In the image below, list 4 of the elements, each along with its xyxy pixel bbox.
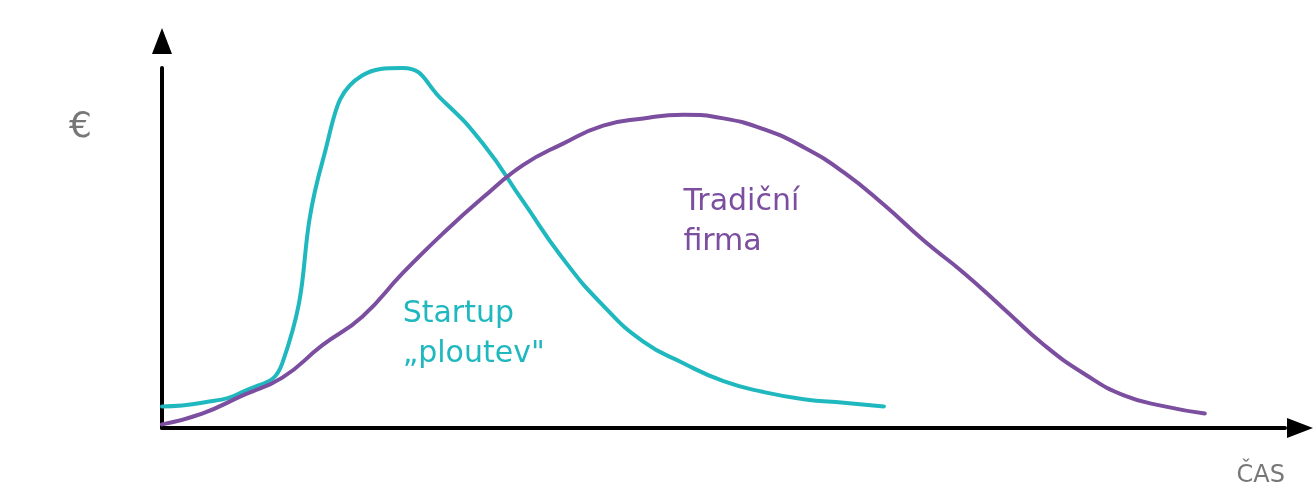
x-axis-title: ČAS: [1236, 458, 1285, 488]
series-label: Startup „ploutev": [402, 293, 545, 369]
series-label: Tradiční firma: [682, 182, 801, 258]
y-axis-title: €: [69, 103, 92, 145]
